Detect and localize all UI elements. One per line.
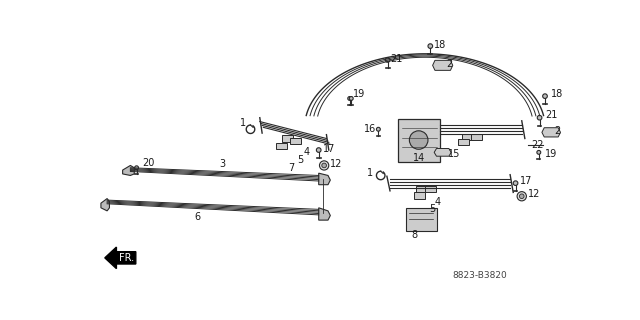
Polygon shape xyxy=(319,173,330,185)
Circle shape xyxy=(410,131,428,149)
Text: 4: 4 xyxy=(303,147,309,157)
Circle shape xyxy=(134,166,138,170)
Circle shape xyxy=(322,163,326,168)
Circle shape xyxy=(348,97,351,100)
Text: 12: 12 xyxy=(330,159,342,169)
Text: 2: 2 xyxy=(446,59,452,69)
Text: 1: 1 xyxy=(367,168,373,178)
Text: 12: 12 xyxy=(528,189,540,199)
Text: 19: 19 xyxy=(545,149,557,159)
Circle shape xyxy=(520,194,524,198)
Text: 1: 1 xyxy=(239,118,246,128)
Circle shape xyxy=(349,97,353,100)
Polygon shape xyxy=(434,148,451,156)
Text: 16: 16 xyxy=(364,124,376,134)
Circle shape xyxy=(537,116,542,120)
Polygon shape xyxy=(319,208,330,220)
Circle shape xyxy=(428,44,433,48)
Text: 7: 7 xyxy=(288,163,294,173)
Text: 5: 5 xyxy=(297,155,303,165)
Bar xyxy=(458,139,469,145)
Text: 19: 19 xyxy=(353,89,365,99)
Bar xyxy=(290,138,301,144)
Circle shape xyxy=(543,94,547,99)
Bar xyxy=(276,143,287,149)
Text: 4: 4 xyxy=(435,196,441,207)
Circle shape xyxy=(319,161,329,170)
Bar xyxy=(462,134,473,140)
Bar xyxy=(414,192,425,198)
Bar xyxy=(406,208,436,231)
Text: 2: 2 xyxy=(554,126,561,136)
Text: FR.: FR. xyxy=(119,253,134,263)
Text: 14: 14 xyxy=(413,153,426,163)
Text: 15: 15 xyxy=(448,149,461,159)
Circle shape xyxy=(513,181,518,186)
Polygon shape xyxy=(101,198,109,211)
Text: 3: 3 xyxy=(220,159,226,169)
Circle shape xyxy=(517,192,526,201)
Bar xyxy=(472,134,482,140)
Text: 20: 20 xyxy=(142,158,154,168)
Text: 6: 6 xyxy=(195,212,201,222)
Bar xyxy=(397,119,440,162)
Text: 8823-B3820: 8823-B3820 xyxy=(452,271,507,280)
Bar xyxy=(282,135,293,141)
Circle shape xyxy=(376,127,380,131)
Text: 17: 17 xyxy=(323,143,335,154)
Polygon shape xyxy=(123,165,134,175)
Text: 21: 21 xyxy=(545,110,557,120)
Polygon shape xyxy=(433,60,452,70)
Circle shape xyxy=(385,58,390,62)
Bar xyxy=(425,186,436,192)
Text: 18: 18 xyxy=(434,40,447,50)
Text: 18: 18 xyxy=(551,89,563,99)
Text: 21: 21 xyxy=(390,54,403,64)
Polygon shape xyxy=(105,247,136,268)
Bar xyxy=(415,186,426,192)
Polygon shape xyxy=(542,128,561,137)
Text: 22: 22 xyxy=(531,140,543,150)
Circle shape xyxy=(316,148,321,152)
Text: 17: 17 xyxy=(520,176,532,186)
Text: 8: 8 xyxy=(412,230,418,240)
Circle shape xyxy=(537,150,541,154)
Text: 5: 5 xyxy=(429,204,435,214)
